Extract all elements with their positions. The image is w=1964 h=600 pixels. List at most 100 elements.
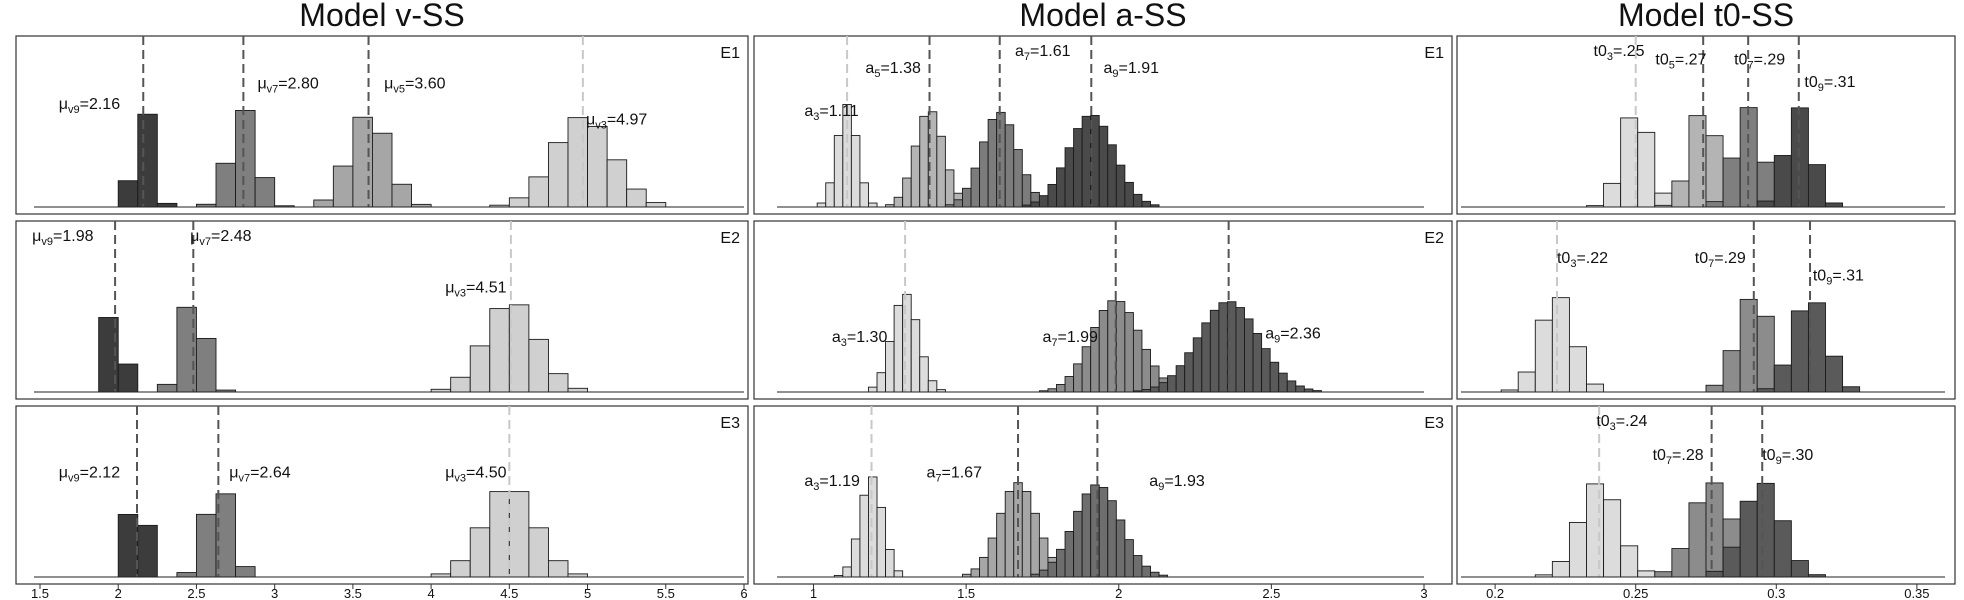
x-tick-label: 1.5 bbox=[957, 586, 975, 600]
histogram-bar bbox=[859, 494, 869, 578]
histogram-bar bbox=[1064, 147, 1075, 208]
x-tick-label: 0.2 bbox=[1486, 586, 1504, 600]
histogram-bar bbox=[1705, 570, 1724, 578]
histogram-bar bbox=[547, 373, 569, 393]
histogram-bar bbox=[1286, 380, 1297, 393]
x-tick-label: 2 bbox=[115, 586, 122, 600]
mean-annotation: t09=.30 bbox=[1762, 447, 1813, 467]
histogram-bar bbox=[1620, 545, 1639, 578]
histogram-bar bbox=[547, 560, 569, 578]
histogram-bar bbox=[450, 560, 471, 578]
histogram-bar bbox=[979, 141, 989, 208]
histogram-bar bbox=[1252, 333, 1263, 393]
histogram-bar bbox=[1209, 309, 1220, 393]
histogram-bar bbox=[893, 304, 904, 393]
histogram-bar bbox=[885, 341, 895, 393]
mean-annotation: t09=.31 bbox=[1813, 267, 1864, 287]
histogram-bar bbox=[1201, 322, 1211, 393]
mean-annotation: μv5=3.60 bbox=[384, 75, 445, 95]
histogram-bar bbox=[1132, 193, 1143, 208]
x-tick-label: 6 bbox=[740, 586, 747, 600]
mean-annotation: μv7=2.80 bbox=[257, 75, 318, 95]
histogram-bar bbox=[469, 527, 491, 578]
mean-annotation: μv3=4.97 bbox=[586, 111, 647, 131]
histogram-bar bbox=[1278, 372, 1288, 393]
mean-annotation: a9=2.36 bbox=[1265, 325, 1321, 345]
histogram-bar bbox=[606, 159, 628, 208]
histogram-bar bbox=[1038, 195, 1049, 208]
histogram-bar bbox=[528, 527, 549, 578]
histogram-bar bbox=[1141, 348, 1151, 393]
histogram-bar bbox=[1141, 200, 1151, 208]
histogram-panel-1-1: μv9=2.16 μv7=2.80 μv5=3.60 μv3=4.97 E1 bbox=[15, 35, 749, 215]
histogram-bar bbox=[893, 570, 904, 578]
histogram-series-μv7 bbox=[156, 306, 237, 393]
x-tick-label: 3.5 bbox=[344, 586, 362, 600]
experiment-label: E1 bbox=[720, 45, 740, 62]
mean-annotation: t07=.29 bbox=[1734, 52, 1785, 72]
histogram-bar bbox=[1235, 307, 1245, 393]
histogram-bar bbox=[1517, 371, 1536, 393]
histogram-bar bbox=[1218, 302, 1228, 393]
histogram-bar bbox=[508, 491, 530, 578]
mean-annotation: t05=.27 bbox=[1655, 52, 1706, 72]
x-tick-label: 4.5 bbox=[500, 586, 518, 600]
x-tick-label: 0.3 bbox=[1767, 586, 1785, 600]
histogram-bar bbox=[1132, 555, 1143, 578]
x-tick-label: 1.5 bbox=[31, 586, 49, 600]
histogram-bar bbox=[970, 167, 981, 208]
histogram-series-μv3 bbox=[489, 117, 667, 208]
histogram-bar bbox=[1568, 521, 1587, 578]
experiment-label: E1 bbox=[1424, 45, 1444, 62]
histogram-series-a7 bbox=[1038, 300, 1186, 393]
histogram-bar bbox=[1073, 128, 1083, 208]
histogram-bar bbox=[1184, 352, 1194, 393]
histogram-bar bbox=[825, 182, 835, 208]
histogram-bar bbox=[927, 380, 938, 393]
histogram-bar bbox=[1064, 376, 1075, 393]
histogram-bar bbox=[850, 538, 861, 578]
histogram-bar bbox=[1654, 571, 1673, 578]
histogram-bar bbox=[1124, 312, 1134, 393]
histogram-bar bbox=[1098, 487, 1109, 578]
mean-annotation: t07=.28 bbox=[1653, 447, 1704, 467]
histogram-bar bbox=[1603, 499, 1622, 578]
histogram-bar bbox=[1132, 329, 1143, 393]
histogram-series-μv3 bbox=[430, 491, 589, 578]
histogram-bar bbox=[987, 119, 998, 208]
histogram-series-t09 bbox=[1756, 302, 1861, 393]
histogram-bar bbox=[1722, 546, 1741, 578]
histogram-bar bbox=[313, 199, 334, 208]
histogram-bar bbox=[1141, 565, 1151, 578]
histogram-bar bbox=[1021, 174, 1032, 208]
histogram-bar bbox=[1081, 346, 1092, 393]
histogram-bar bbox=[1192, 337, 1203, 393]
mean-annotation: μv9=2.12 bbox=[59, 464, 120, 484]
histogram-bar bbox=[1671, 180, 1690, 208]
column-title-3: Model t0-SS bbox=[1618, 0, 1794, 33]
histogram-bar bbox=[1688, 502, 1707, 578]
mean-annotation: t03=.22 bbox=[1557, 250, 1608, 270]
x-tick-label: 5.5 bbox=[657, 586, 675, 600]
histogram-bar bbox=[902, 293, 912, 393]
histogram-bar bbox=[489, 308, 510, 393]
histogram-panel-3-3: t03=.24 t07=.28 t09=.30 bbox=[1456, 405, 1956, 585]
histogram-bar bbox=[469, 345, 491, 393]
histogram-bar bbox=[1586, 383, 1605, 393]
histogram-bar bbox=[1004, 491, 1015, 578]
histogram-bar bbox=[391, 183, 413, 208]
mean-annotation: a7=1.61 bbox=[1015, 43, 1071, 63]
histogram-bar bbox=[1150, 386, 1160, 393]
histogram-bar bbox=[1098, 310, 1109, 393]
histogram-bar bbox=[626, 188, 647, 208]
histogram-bar bbox=[508, 304, 530, 393]
mean-annotation: μv3=4.50 bbox=[445, 464, 506, 484]
histogram-bar bbox=[1722, 350, 1741, 393]
histogram-bar bbox=[962, 187, 972, 208]
histogram-bar bbox=[979, 556, 989, 578]
mean-annotation: μv9=2.16 bbox=[59, 96, 120, 116]
experiment-label: E2 bbox=[1424, 230, 1444, 247]
x-tick-label: 2.5 bbox=[1262, 586, 1280, 600]
histogram-bar bbox=[156, 383, 178, 393]
